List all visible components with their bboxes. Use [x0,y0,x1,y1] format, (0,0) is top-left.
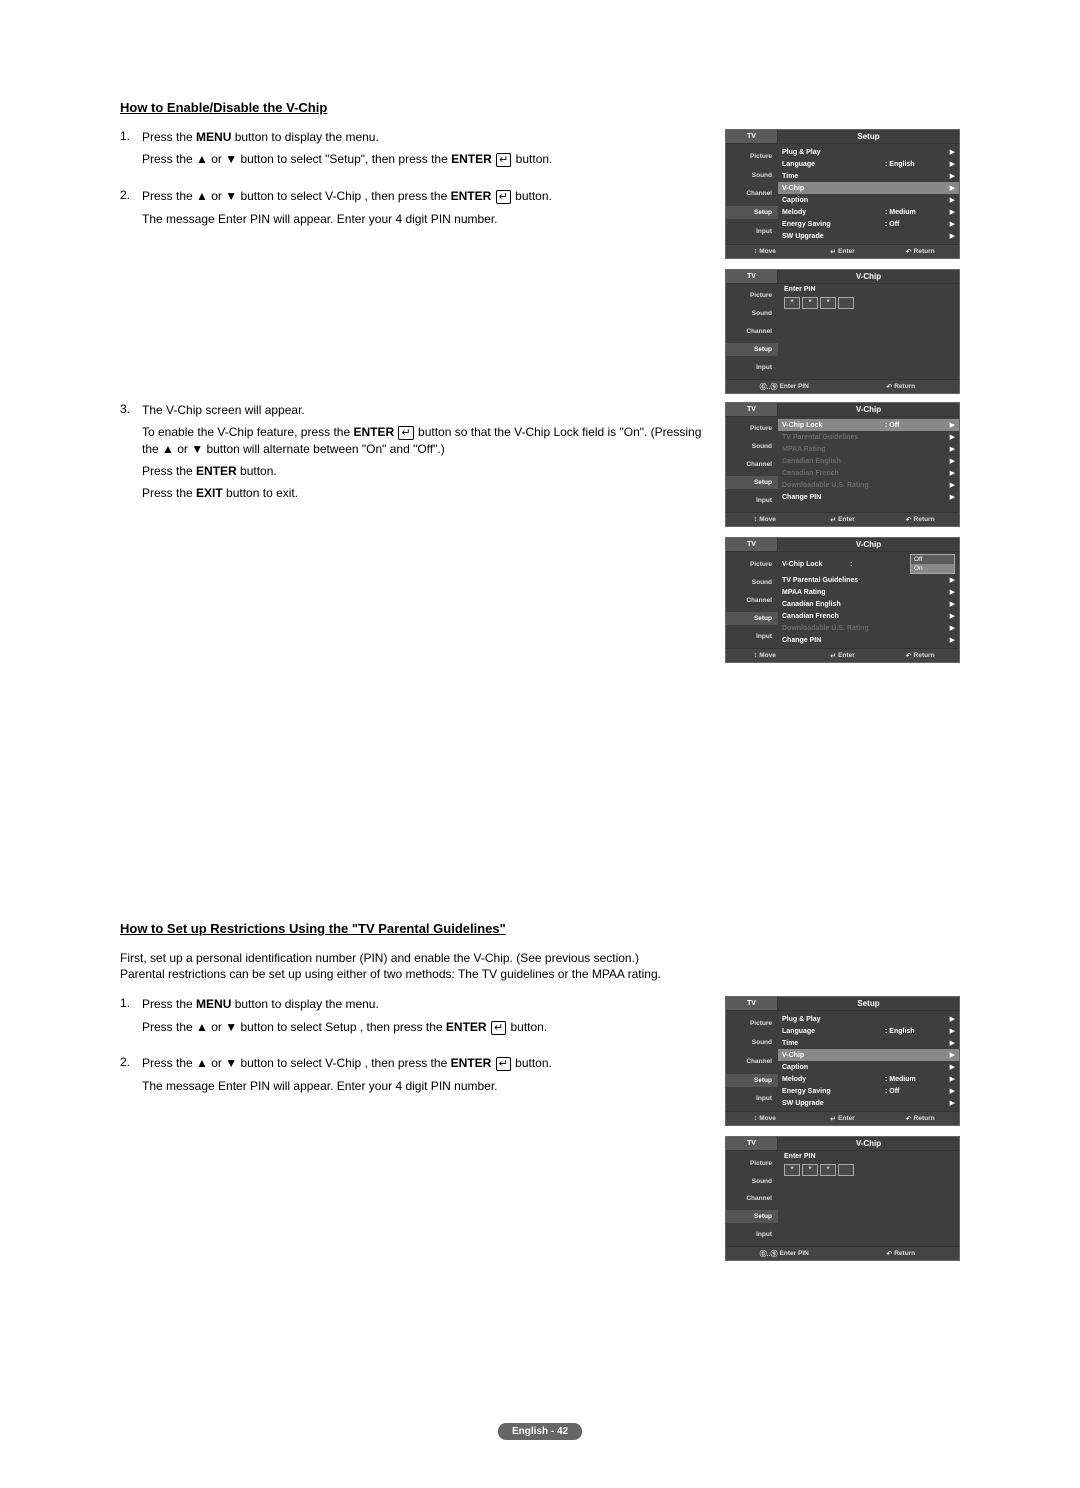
page-footer-badge: English - 42 [498,1423,582,1440]
section-2-intro: First, set up a personal identification … [120,950,960,982]
step-2: 2. Press the ▲ or ▼ button to select V-C… [120,188,705,233]
setup-rows-2: Plug & Play▶Language: English▶Time▶V-Chi… [778,1011,959,1111]
pin-boxes-1: *** [778,295,959,311]
panel-setup-1: TVSetup PictureSoundChannelSetupInput Pl… [725,129,960,259]
section-1-heading: How to Enable/Disable the V-Chip [120,100,960,115]
side-nav-5: PictureSoundChannelSetupInput [726,1011,778,1111]
panel-vchip-2: TVV-Chip PictureSoundChannelSetupInput V… [725,537,960,663]
panel-vchip-1: TVV-Chip PictureSoundChannelSetupInput V… [725,402,960,527]
side-nav-6: PictureSoundChannelSetupInput [726,1151,778,1246]
vchip-rows-1: V-Chip Lock: Off▶TV Parental Guidelines▶… [778,417,959,512]
panel-footer-setup2: ↕Move↵Enter↶Return [726,1111,959,1125]
panel-setup-2: TVSetup PictureSoundChannelSetupInput Pl… [725,996,960,1126]
section-1: How to Enable/Disable the V-Chip 1. Pres… [120,100,960,663]
side-nav: PictureSoundChannelSetupInput [726,144,778,244]
s2-step-1: 1. Press the MENU button to display the … [120,996,705,1041]
s2-step-2-body: Press the ▲ or ▼ button to select V-Chip… [142,1055,705,1100]
section-1-steps: 1. Press the MENU button to display the … [120,129,705,233]
panel-footer-1: ↕Move↵Enter↶Return [726,244,959,258]
panel-footer-pin2: ⓪..⑨Enter PIN↶Return [726,1246,959,1260]
vchip-rows-2: V-Chip Lock:OffOnTV Parental Guidelines▶… [778,552,959,648]
side-nav-4: PictureSoundChannelSetupInput [726,552,778,648]
section-2-heading: How to Set up Restrictions Using the "TV… [120,921,960,936]
step-2-body: Press the ▲ or ▼ button to select V-Chip… [142,188,705,233]
setup-rows-1: Plug & Play▶Language: English▶Time▶V-Chi… [778,144,959,244]
step-1: 1. Press the MENU button to display the … [120,129,705,174]
step-3: 3. The V-Chip screen will appear.To enab… [120,402,705,508]
tv-tab: TV [726,130,778,144]
page-footer: English - 42 [0,1421,1080,1440]
pin-boxes-2: *** [778,1162,959,1178]
panel-footer-v2: ↕Move↵Enter↶Return [726,648,959,662]
panel-footer-pin1: ⓪..⑨Enter PIN↶Return [726,379,959,393]
side-nav-3: PictureSoundChannelSetupInput [726,417,778,512]
panel-pin-2: TVV-Chip PictureSoundChannelSetupInput E… [725,1136,960,1261]
step-3-body: The V-Chip screen will appear.To enable … [142,402,705,508]
section-2: How to Set up Restrictions Using the "TV… [120,921,960,1261]
panel-pin-1: TVV-Chip PictureSoundChannelSetupInput E… [725,269,960,394]
step-1-body: Press the MENU button to display the men… [142,129,705,174]
panel-footer-v1: ↕Move↵Enter↶Return [726,512,959,526]
side-nav-2: PictureSoundChannelSetupInput [726,284,778,379]
s2-step-1-body: Press the MENU button to display the men… [142,996,705,1041]
s2-step-2: 2. Press the ▲ or ▼ button to select V-C… [120,1055,705,1100]
